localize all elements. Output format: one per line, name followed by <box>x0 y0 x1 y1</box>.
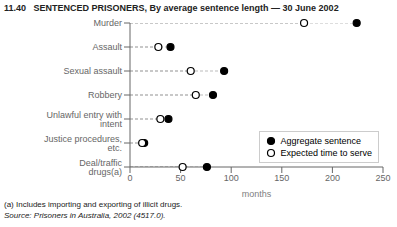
svg-text:100: 100 <box>224 173 239 183</box>
svg-text:Sexual assault: Sexual assault <box>63 66 122 76</box>
html-text:Aggregate sentence: Aggregate sentence <box>280 136 361 146</box>
svg-text:Assault: Assault <box>92 42 122 52</box>
svg-text:0: 0 <box>127 173 132 183</box>
svg-text:months: months <box>242 189 272 197</box>
svg-text:150: 150 <box>274 173 289 183</box>
svg-text:50: 50 <box>176 173 186 183</box>
svg-text:200: 200 <box>325 173 340 183</box>
svg-text:250: 250 <box>375 173 389 183</box>
html-text:Source: Prisoners in Australia: Source: Prisoners in Australia, 2002 (45… <box>4 211 166 220</box>
html-text:11.40 SENTENCED PRISONERS, By: 11.40 SENTENCED PRISONERS, By average se… <box>4 3 339 13</box>
svg-text:Deal/trafficdrugs(a): Deal/trafficdrugs(a) <box>79 158 122 177</box>
html-text:Expected time to serve: Expected time to serve <box>280 148 372 158</box>
svg-text:Justice procedures,etc.: Justice procedures,etc. <box>44 134 122 153</box>
svg-text:Unlawful entry withintent: Unlawful entry withintent <box>46 110 122 129</box>
svg-text:Robbery: Robbery <box>88 90 123 100</box>
svg-text:Murder: Murder <box>93 18 122 28</box>
html-text:(a) Includes importing and exp: (a) Includes importing and exporting of … <box>4 200 183 209</box>
